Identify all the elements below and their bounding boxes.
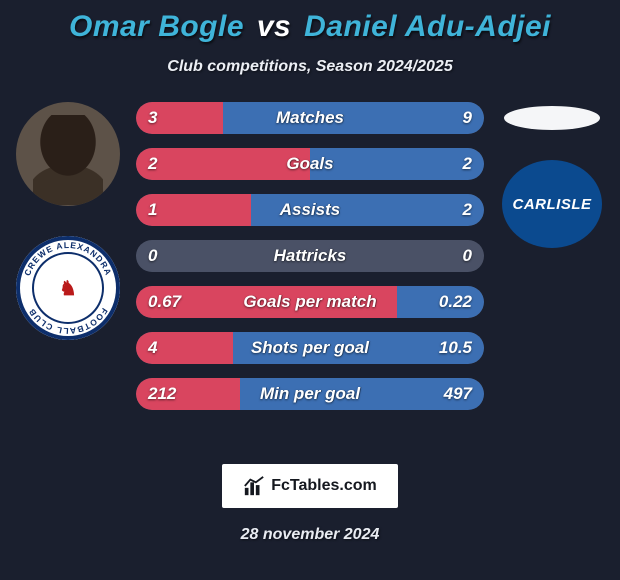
stat-bar: 12Assists — [136, 194, 484, 226]
footer-date: 28 november 2024 — [241, 526, 380, 544]
bar-fill-right — [397, 286, 484, 318]
stat-value-right: 0 — [463, 240, 472, 272]
player1-silhouette — [33, 115, 103, 205]
footer: FcTables.com 28 november 2024 — [0, 464, 620, 544]
left-column: CREWE ALEXANDRA FOOTBALL CLUB ♞ — [6, 102, 130, 340]
bar-fill-right — [240, 378, 484, 410]
content: Omar Bogle vs Daniel Adu-Adjei Club comp… — [0, 0, 620, 580]
stat-bar: 410.5Shots per goal — [136, 332, 484, 364]
stat-bar: 0 0Hattricks — [136, 240, 484, 272]
bar-fill-left — [136, 102, 223, 134]
stat-value-left: 0 — [148, 240, 157, 272]
stat-bar: 0.670.22Goals per match — [136, 286, 484, 318]
player1-photo — [16, 102, 120, 206]
source-logo: FcTables.com — [222, 464, 398, 508]
club1-center-icon: ♞ — [40, 260, 96, 316]
club1-badge: CREWE ALEXANDRA FOOTBALL CLUB ♞ — [16, 236, 120, 340]
club2-badge: CARLISLE — [502, 160, 602, 248]
bar-fill-right — [310, 148, 484, 180]
player2-name: Daniel Adu-Adjei — [304, 10, 551, 43]
vs-label: vs — [257, 10, 291, 43]
player1-name: Omar Bogle — [69, 10, 244, 43]
bar-fill-left — [136, 378, 240, 410]
subtitle: Club competitions, Season 2024/2025 — [0, 58, 620, 76]
club2-name: CARLISLE — [513, 196, 592, 213]
bar-fill-right — [233, 332, 484, 364]
stat-bar: 22Goals — [136, 148, 484, 180]
bar-fill-left — [136, 332, 233, 364]
page-title: Omar Bogle vs Daniel Adu-Adjei — [0, 10, 620, 44]
stat-label: Hattricks — [136, 240, 484, 272]
comparison-panel: CREWE ALEXANDRA FOOTBALL CLUB ♞ CARLISLE… — [0, 102, 620, 422]
bars-icon — [243, 475, 265, 497]
bar-fill-right — [223, 102, 484, 134]
bar-fill-left — [136, 148, 310, 180]
stat-bar: 212497Min per goal — [136, 378, 484, 410]
bar-fill-right — [251, 194, 484, 226]
stat-bars: 39Matches 22Goals 12Assists 0 0Hattricks 0.67… — [136, 102, 484, 410]
stat-bar: 39Matches — [136, 102, 484, 134]
player2-photo — [504, 106, 600, 130]
right-column: CARLISLE — [490, 102, 614, 248]
bar-fill-left — [136, 194, 251, 226]
source-logo-text: FcTables.com — [271, 477, 377, 495]
bar-fill-left — [136, 286, 397, 318]
